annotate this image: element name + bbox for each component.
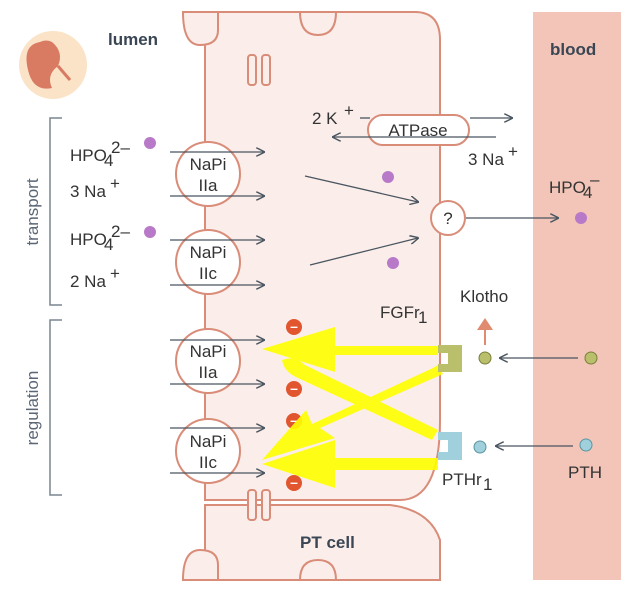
na3-lumen-label: 3 Na + bbox=[70, 174, 120, 201]
svg-text:3 Na: 3 Na bbox=[468, 150, 504, 169]
svg-text:–: – bbox=[290, 380, 298, 396]
svg-text:+: + bbox=[110, 174, 120, 193]
blood-label: blood bbox=[550, 40, 596, 59]
atpase-pump: ATPase bbox=[367, 114, 470, 146]
svg-text:2–: 2– bbox=[111, 138, 130, 157]
napi-iia-transporter: NaPi IIa bbox=[175, 141, 241, 207]
svg-text:1: 1 bbox=[418, 308, 427, 327]
fgfr-receptor bbox=[438, 345, 462, 372]
svg-text:FGFr: FGFr bbox=[380, 303, 420, 322]
tight-junction-top bbox=[247, 54, 271, 86]
fgf23-bound bbox=[478, 351, 492, 365]
pthr-receptor bbox=[438, 432, 462, 460]
atpase-arrows bbox=[333, 118, 512, 137]
k2-label: 2 K + bbox=[312, 101, 354, 128]
svg-text:HPO: HPO bbox=[70, 230, 107, 249]
lumen-label: lumen bbox=[108, 30, 158, 49]
svg-text:2 Na: 2 Na bbox=[70, 272, 106, 291]
regulation-bracket bbox=[49, 319, 62, 496]
pt-cell-label: PT cell bbox=[300, 533, 355, 552]
svg-text:HPO: HPO bbox=[549, 178, 586, 197]
napi-iia-regulated: NaPi IIa bbox=[175, 328, 241, 394]
hpo4-blood-label: HPO 4 – bbox=[549, 170, 600, 202]
svg-text:+: + bbox=[508, 142, 518, 161]
phosphate-dot-cell-2 bbox=[387, 257, 399, 269]
svg-text:–: – bbox=[290, 318, 298, 334]
fgfr-label: FGFr 1 bbox=[380, 303, 427, 327]
svg-text:IIc: IIc bbox=[199, 453, 217, 472]
pth-bound bbox=[473, 440, 487, 454]
svg-text:4: 4 bbox=[583, 183, 592, 202]
svg-text:–: – bbox=[590, 170, 600, 189]
fgf23-blood bbox=[584, 351, 598, 365]
na2-lumen-label: 2 Na + bbox=[70, 264, 120, 291]
blood-vessel bbox=[533, 12, 621, 580]
phosphate-dot-cell-1 bbox=[382, 171, 394, 183]
svg-text:IIa: IIa bbox=[199, 363, 218, 382]
phosphate-dot-blood bbox=[575, 212, 587, 224]
svg-text:3 Na: 3 Na bbox=[70, 182, 106, 201]
svg-text:4: 4 bbox=[104, 151, 113, 170]
svg-text:2 K: 2 K bbox=[312, 109, 338, 128]
unknown-transporter: ? bbox=[430, 200, 466, 236]
bottom-microvilli bbox=[181, 548, 338, 581]
regulation-transport-arrows bbox=[170, 340, 264, 473]
svg-text:NaPi: NaPi bbox=[190, 243, 227, 262]
svg-text:NaPi: NaPi bbox=[190, 432, 227, 451]
svg-text:?: ? bbox=[443, 209, 452, 228]
svg-text:ATPase: ATPase bbox=[388, 121, 447, 140]
phosphate-dot-lumen-1 bbox=[144, 137, 156, 149]
regulation-label: regulation bbox=[23, 371, 42, 446]
svg-text:–: – bbox=[290, 474, 298, 490]
hpo4-lumen-label-2: HPO 4 2– bbox=[70, 222, 130, 254]
hpo4-lumen-label-1: HPO 4 2– bbox=[70, 138, 130, 170]
svg-text:1: 1 bbox=[483, 475, 492, 494]
pth-blood bbox=[579, 438, 593, 452]
phosphate-dot-lumen-2 bbox=[144, 226, 156, 238]
tight-junction-bottom bbox=[247, 489, 271, 521]
ligand-arrows bbox=[496, 358, 578, 446]
transport-bracket bbox=[49, 117, 62, 306]
svg-text:HPO: HPO bbox=[70, 146, 107, 165]
klotho-arrowhead bbox=[477, 318, 493, 330]
klotho-label: Klotho bbox=[460, 287, 508, 306]
napi-iic-regulated: NaPi IIc bbox=[175, 418, 241, 484]
top-microvilli bbox=[181, 11, 338, 47]
na3-blood-label: 3 Na + bbox=[468, 142, 518, 169]
pth-label: PTH bbox=[568, 463, 602, 482]
pthr-label: PTHr 1 bbox=[442, 470, 492, 494]
svg-text:+: + bbox=[344, 101, 354, 120]
svg-text:IIa: IIa bbox=[199, 176, 218, 195]
svg-text:NaPi: NaPi bbox=[190, 155, 227, 174]
svg-text:–: – bbox=[290, 412, 298, 428]
napi-iic-transporter: NaPi IIc bbox=[175, 229, 241, 295]
svg-text:2–: 2– bbox=[111, 222, 130, 241]
svg-text:NaPi: NaPi bbox=[190, 342, 227, 361]
highlight-arrows bbox=[262, 327, 443, 488]
svg-text:IIc: IIc bbox=[199, 264, 217, 283]
transport-arrows bbox=[170, 152, 558, 285]
lower-cell bbox=[204, 504, 441, 581]
svg-text:PTHr: PTHr bbox=[442, 470, 482, 489]
svg-text:+: + bbox=[110, 264, 120, 283]
transport-label: transport bbox=[23, 178, 42, 245]
svg-text:4: 4 bbox=[104, 235, 113, 254]
kidney-icon bbox=[19, 31, 87, 99]
